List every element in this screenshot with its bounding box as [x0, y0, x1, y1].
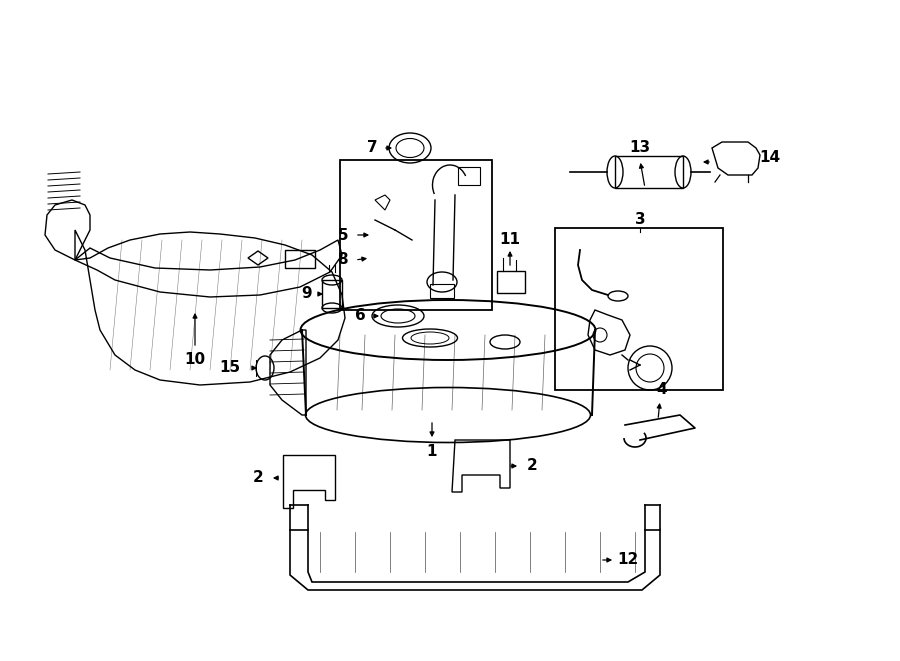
Text: 8: 8: [337, 253, 347, 268]
Text: 3: 3: [634, 212, 645, 227]
Text: 11: 11: [500, 233, 520, 247]
Text: 12: 12: [617, 553, 639, 568]
Bar: [285, 250, 315, 268]
Text: 1: 1: [427, 444, 437, 459]
Bar: [615, 156, 683, 188]
Text: 9: 9: [302, 286, 312, 301]
Text: 5: 5: [338, 227, 348, 243]
Text: 2: 2: [526, 459, 537, 473]
Bar: [458, 167, 480, 185]
Bar: [430, 284, 454, 298]
Text: 15: 15: [220, 360, 240, 375]
Text: 4: 4: [657, 383, 667, 397]
Text: 10: 10: [184, 352, 205, 368]
Bar: [497, 271, 525, 293]
Text: 2: 2: [253, 471, 264, 485]
Text: 13: 13: [629, 141, 651, 155]
Bar: [340, 160, 492, 310]
Text: 7: 7: [366, 141, 377, 155]
Bar: [555, 228, 723, 390]
Text: 14: 14: [760, 151, 780, 165]
Bar: [322, 280, 342, 308]
Text: 6: 6: [355, 309, 365, 323]
